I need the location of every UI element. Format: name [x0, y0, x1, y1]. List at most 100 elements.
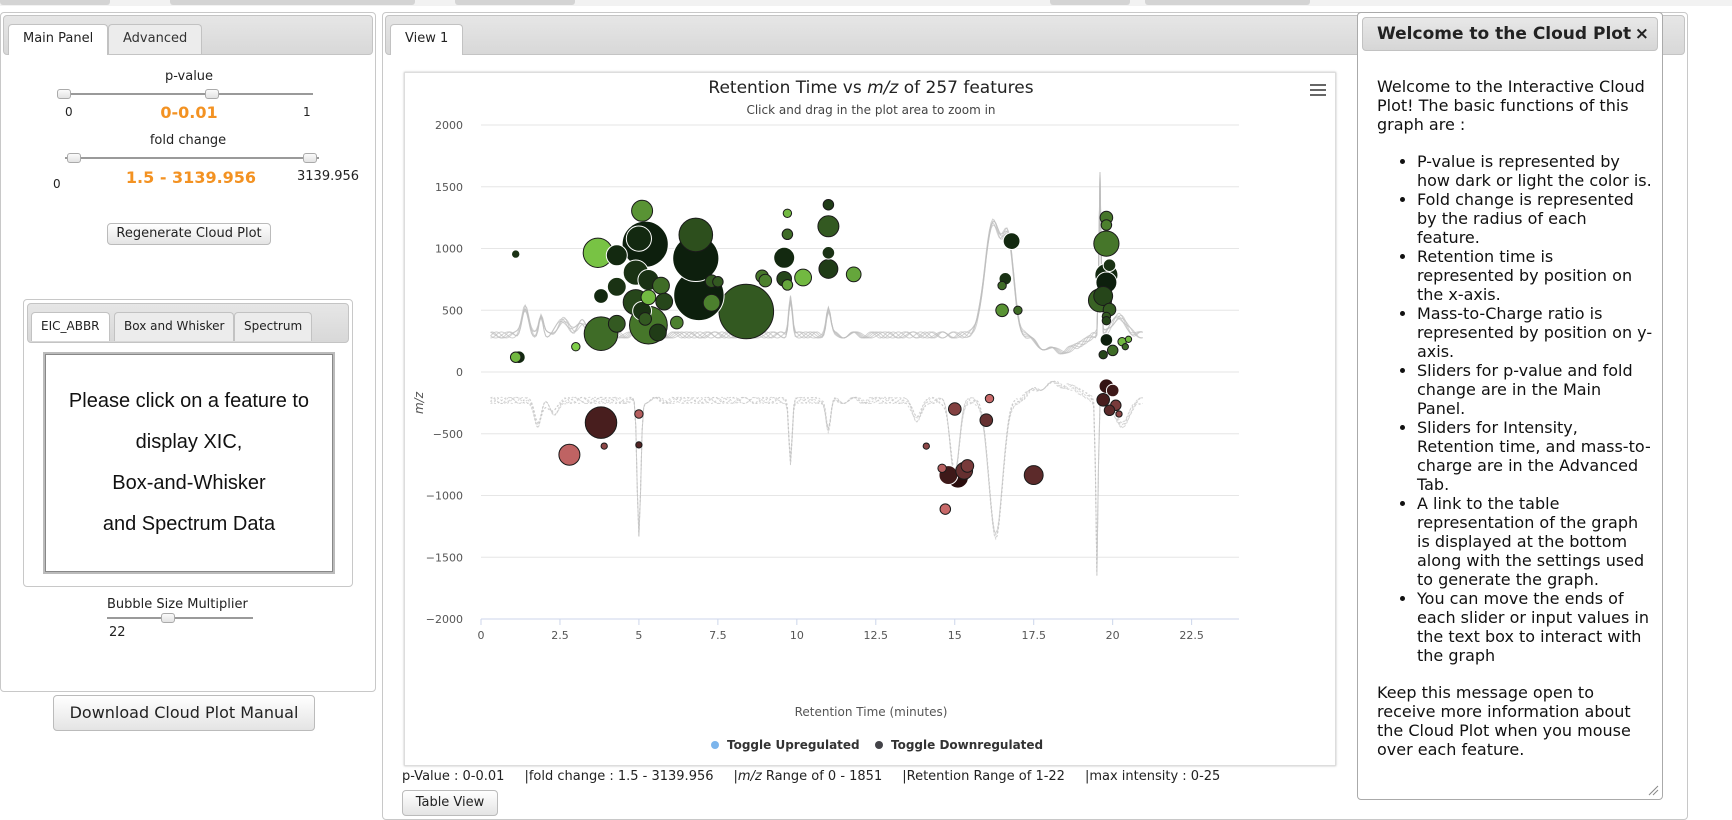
upregulated-feature-bubble[interactable] [1106, 344, 1119, 357]
download-manual-button[interactable]: Download Cloud Plot Manual [53, 695, 315, 731]
pvalue-slider-high-handle[interactable] [205, 89, 219, 99]
upregulated-feature-bubble[interactable] [606, 276, 627, 297]
upregulated-feature-bubble[interactable] [997, 280, 1007, 291]
upregulated-feature-bubble[interactable] [781, 279, 794, 291]
upregulated-feature-bubble[interactable] [702, 293, 721, 312]
downregulated-trace [490, 380, 1143, 574]
legend-upregulated-label[interactable]: Toggle Upregulated [727, 738, 860, 752]
dialog-title-bar[interactable]: Welcome to the Cloud Plot × [1362, 17, 1658, 51]
upregulated-feature-bubble[interactable] [773, 246, 796, 269]
downregulated-trace [490, 381, 1143, 577]
upregulated-feature-bubble[interactable] [821, 246, 836, 260]
table-view-button[interactable]: Table View [402, 790, 498, 816]
upregulated-feature-bubble[interactable] [605, 244, 628, 267]
upregulated-feature-bubble[interactable] [781, 228, 794, 241]
upregulated-feature-bubble[interactable] [1121, 343, 1129, 351]
regenerate-cloud-plot-button[interactable]: Regenerate Cloud Plot [107, 223, 271, 245]
downregulated-feature-bubble[interactable] [948, 402, 962, 416]
upregulated-feature-bubble[interactable] [1099, 333, 1114, 347]
bubble-size-slider-handle[interactable] [161, 613, 175, 623]
upregulated-feature-bubble[interactable] [655, 292, 674, 311]
y-tick-label: 1500 [435, 181, 463, 194]
close-icon[interactable]: × [1634, 24, 1649, 44]
tab-eic-abbr[interactable]: EIC_ABBR [31, 312, 110, 341]
tab-advanced[interactable]: Advanced [108, 24, 203, 54]
cloud-plot-svg[interactable]: 2000 1500 1000 500 0 −500 −1000 −1500 −2000 0 2.5 5… [405, 73, 1337, 767]
list-item: Mass-to-Charge ratio is represented by p… [1417, 304, 1653, 361]
upregulated-feature-bubble[interactable] [995, 303, 1009, 318]
upregulated-feature-bubble[interactable] [511, 249, 521, 259]
downregulated-feature-bubble[interactable] [979, 413, 994, 428]
bubble-size-label: Bubble Size Multiplier [107, 597, 248, 612]
downregulated-feature-bubble[interactable] [584, 406, 618, 439]
fold-change-slider-low-handle[interactable] [67, 153, 81, 163]
downregulated-feature-bubble[interactable] [634, 409, 644, 419]
upregulated-feature-bubble[interactable] [652, 276, 670, 295]
bubble-size-slider-track[interactable] [107, 617, 253, 619]
upregulated-feature-bubble[interactable] [782, 208, 793, 219]
upregulated-feature-bubble[interactable] [1013, 305, 1023, 316]
dialog-body: Welcome to the Interactive Cloud Plot! T… [1377, 77, 1653, 759]
upregulated-feature-bubble[interactable] [1102, 258, 1117, 272]
upregulated-feature-bubble[interactable] [1098, 350, 1108, 360]
upregulated-feature-bubble[interactable] [625, 225, 652, 252]
upregulated-feature-bubble[interactable] [678, 217, 714, 253]
downregulated-feature-bubble[interactable] [939, 503, 952, 515]
tab-spectrum[interactable]: Spectrum [234, 312, 313, 341]
upregulated-feature-bubble[interactable] [712, 276, 724, 288]
legend-upregulated[interactable]: Toggle Upregulated [711, 738, 860, 752]
pvalue-slider-track[interactable] [63, 93, 313, 95]
downregulated-feature-bubble[interactable] [1105, 383, 1120, 398]
upregulated-feature-bubble[interactable] [631, 199, 654, 222]
chart-menu-button[interactable] [1307, 81, 1329, 101]
fold-change-slider-high-handle[interactable] [303, 153, 317, 163]
upregulated-feature-bubble[interactable] [1093, 230, 1120, 257]
upregulated-feature-bubble[interactable] [1093, 286, 1114, 306]
upregulated-feature-bubble[interactable] [640, 289, 657, 306]
downregulated-feature-bubble[interactable] [558, 443, 581, 466]
upregulated-feature-bubble[interactable] [1101, 316, 1112, 326]
welcome-dialog: Welcome to the Cloud Plot × Welcome to t… [1357, 12, 1663, 800]
cloud-plot-chart[interactable]: 2000 1500 1000 500 0 −500 −1000 −1500 −2000 0 2.5 5… [404, 72, 1336, 766]
list-item: Retention time is represented by positio… [1417, 247, 1653, 304]
pvalue-slider-low-handle[interactable] [57, 89, 71, 99]
legend-downregulated[interactable]: Toggle Downregulated [875, 738, 1043, 752]
upregulated-feature-bubble[interactable] [845, 266, 862, 283]
upregulated-feature-bubble[interactable] [607, 314, 626, 333]
upregulated-feature-bubble[interactable] [794, 268, 813, 287]
downregulated-feature-bubble[interactable] [960, 459, 975, 473]
upregulated-feature-bubble[interactable] [649, 323, 667, 342]
downregulated-feature-bubble[interactable] [635, 441, 643, 449]
upregulated-feature-bubble[interactable] [571, 342, 581, 352]
upregulated-feature-bubble[interactable] [822, 198, 835, 211]
y-tick-label: −1000 [426, 490, 463, 503]
upregulated-feature-bubble[interactable] [1100, 219, 1113, 231]
downregulated-feature-bubble[interactable] [1115, 410, 1123, 418]
tab-main-panel[interactable]: Main Panel [8, 24, 109, 55]
upregulated-feature-bubble[interactable] [670, 315, 684, 330]
tab-view-1[interactable]: View 1 [390, 24, 464, 55]
downregulated-feature-bubble[interactable] [1023, 465, 1044, 486]
upregulated-feature-bubble[interactable] [509, 351, 522, 363]
upregulated-feature-bubble[interactable] [1124, 335, 1133, 343]
upregulated-feature-bubble[interactable] [593, 288, 609, 304]
upregulated-feature-bubble[interactable] [818, 258, 839, 279]
downregulated-feature-bubble[interactable] [1096, 393, 1111, 407]
resize-grip-icon[interactable] [1647, 784, 1659, 796]
upregulated-feature-bubble[interactable] [817, 215, 840, 238]
upregulated-feature-bubble[interactable] [758, 273, 773, 288]
tab-box-and-whisker[interactable]: Box and Whisker [114, 312, 235, 341]
downregulated-feature-bubble[interactable] [984, 393, 995, 404]
fold-change-slider-track[interactable] [65, 157, 319, 159]
upregulated-feature-bubble[interactable] [718, 283, 775, 340]
upregulated-feature-bubble[interactable] [638, 312, 652, 326]
upregulated-feature-bubble[interactable] [1002, 232, 1021, 251]
legend-downregulated-label[interactable]: Toggle Downregulated [891, 738, 1043, 752]
main-tabbar: Main Panel Advanced [3, 15, 373, 55]
downregulated-trace [490, 380, 1143, 577]
downregulated-feature-bubble[interactable] [1103, 404, 1116, 417]
downregulated-feature-bubble[interactable] [600, 442, 608, 450]
downregulated-feature-bubble[interactable] [937, 463, 947, 473]
downregulated-feature-bubble[interactable] [922, 442, 930, 450]
list-item: P-value is represented by how dark or li… [1417, 152, 1653, 190]
